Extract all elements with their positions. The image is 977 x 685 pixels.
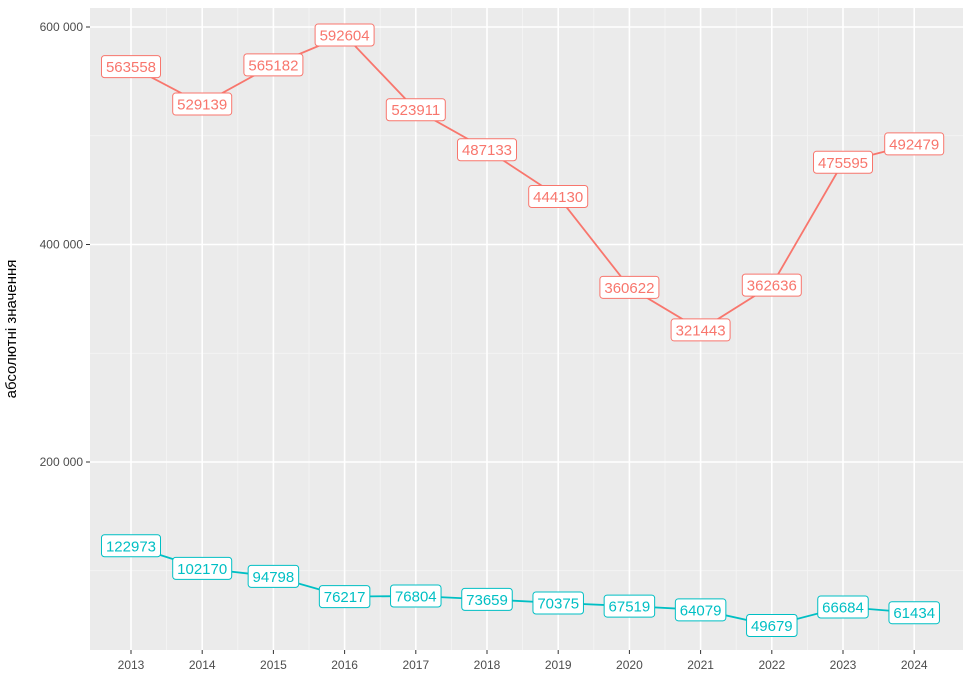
data-label: 73659 xyxy=(461,587,513,611)
data-label-box xyxy=(741,273,802,297)
data-label: 49679 xyxy=(746,613,798,637)
data-label: 64079 xyxy=(674,598,727,622)
data-label-box xyxy=(746,613,798,637)
data-label-box xyxy=(461,587,513,611)
data-label-box xyxy=(888,601,940,625)
plot-panel xyxy=(90,8,963,650)
data-label: 563558 xyxy=(101,55,161,79)
y-tick-label: 600 000 xyxy=(40,20,84,34)
data-label-text: 487133 xyxy=(462,142,512,159)
x-tick-label: 2013 xyxy=(118,658,145,672)
data-label-box xyxy=(101,55,161,79)
data-label-box xyxy=(172,556,233,580)
gridlines xyxy=(90,8,963,650)
data-label-box xyxy=(172,92,233,116)
data-label-text: 61434 xyxy=(893,605,935,622)
data-label-text: 321443 xyxy=(676,322,726,339)
x-tick-label: 2019 xyxy=(545,658,572,672)
data-label: 321443 xyxy=(670,318,731,342)
data-label-box xyxy=(457,138,517,162)
data-label-text: 563558 xyxy=(106,59,156,76)
x-tick-label: 2021 xyxy=(687,658,714,672)
data-label-box xyxy=(884,132,945,156)
data-label: 94798 xyxy=(247,564,300,588)
data-label: 362636 xyxy=(741,273,802,297)
data-label-text: 523911 xyxy=(391,102,440,119)
data-label-text: 492479 xyxy=(889,136,939,153)
data-label: 360622 xyxy=(599,275,660,299)
y-tick-label: 200 000 xyxy=(40,455,84,469)
data-label: 122973 xyxy=(101,534,161,558)
data-label: 70375 xyxy=(532,591,584,615)
x-tick-label: 2015 xyxy=(260,658,287,672)
data-label-text: 475595 xyxy=(818,155,868,172)
data-label: 592604 xyxy=(314,23,375,47)
data-label-text: 76804 xyxy=(395,588,437,605)
data-label-text: 565182 xyxy=(248,57,298,74)
data-label-box xyxy=(603,594,656,618)
data-label-text: 444130 xyxy=(533,189,583,206)
data-label-text: 102170 xyxy=(177,561,227,578)
data-label-box xyxy=(674,598,727,622)
data-label-text: 122973 xyxy=(106,538,156,555)
data-labels: 563558 529139 565182 592604 523911 487133 4441… xyxy=(101,23,945,637)
x-tick-label: 2016 xyxy=(331,658,358,672)
data-label-text: 64079 xyxy=(680,602,722,619)
data-label-text: 67519 xyxy=(609,599,651,616)
data-label-box xyxy=(532,591,584,615)
data-label-box xyxy=(670,318,731,342)
data-label-text: 73659 xyxy=(466,592,508,609)
x-tick-label: 2022 xyxy=(758,658,785,672)
x-tick-label: 2023 xyxy=(830,658,857,672)
data-label-box xyxy=(101,534,161,558)
data-label-text: 360622 xyxy=(604,280,654,297)
data-label: 61434 xyxy=(888,601,940,625)
x-tick-label: 2017 xyxy=(402,658,429,672)
data-label-box xyxy=(813,150,873,174)
data-label-text: 362636 xyxy=(747,278,797,295)
data-label-text: 70375 xyxy=(537,595,579,612)
x-tick-label: 2018 xyxy=(474,658,501,672)
data-label-box xyxy=(599,275,660,299)
data-label-box xyxy=(247,564,300,588)
data-label: 487133 xyxy=(457,138,517,162)
data-label-box xyxy=(314,23,375,47)
data-label: 67519 xyxy=(603,594,656,618)
data-label: 475595 xyxy=(813,150,873,174)
data-label-box xyxy=(390,584,442,608)
data-label: 565182 xyxy=(243,53,304,77)
data-label-text: 76217 xyxy=(324,589,366,606)
data-label-text: 529139 xyxy=(177,97,227,114)
x-tick-label: 2020 xyxy=(616,658,643,672)
data-label: 102170 xyxy=(172,556,233,580)
x-tick-label: 2024 xyxy=(901,658,928,672)
data-label-box xyxy=(385,98,446,122)
data-label-box xyxy=(243,53,304,77)
data-label: 529139 xyxy=(172,92,233,116)
data-label-text: 94798 xyxy=(253,569,295,586)
axes: 200 000 400 000 600 000 2013 2014 2015 2016 201… xyxy=(40,20,928,672)
x-tick-label: 2014 xyxy=(189,658,216,672)
data-label-box xyxy=(318,585,371,609)
data-label-text: 66684 xyxy=(822,599,864,616)
data-label: 444130 xyxy=(528,185,589,209)
data-label-text: 592604 xyxy=(320,28,370,45)
y-tick-label: 400 000 xyxy=(40,238,84,252)
data-label: 66684 xyxy=(817,595,869,619)
y-axis-title: абсолютні значення xyxy=(3,260,20,399)
data-label: 492479 xyxy=(884,132,945,156)
data-label-box xyxy=(528,185,589,209)
data-label: 523911 xyxy=(385,98,446,122)
data-label-text: 49679 xyxy=(751,618,793,635)
data-label-box xyxy=(817,595,869,619)
data-label: 76217 xyxy=(318,585,371,609)
data-label: 76804 xyxy=(390,584,442,608)
